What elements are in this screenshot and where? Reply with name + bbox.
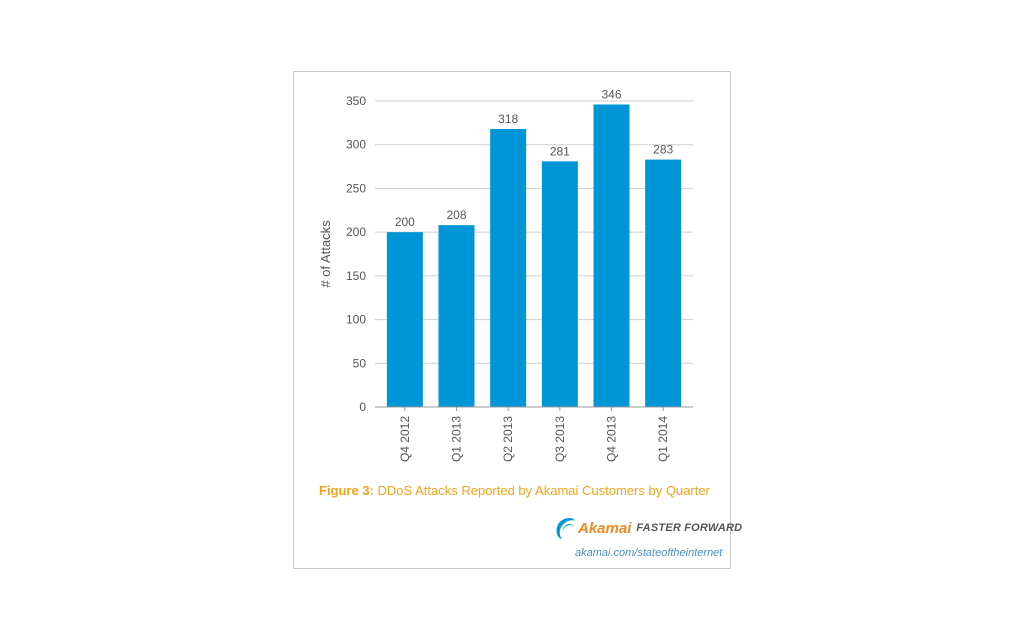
bar	[438, 225, 475, 407]
y-tick-label: 250	[346, 181, 366, 195]
figure-number: Figure 3:	[319, 483, 374, 498]
x-tick-label: Q2 2013	[501, 416, 515, 462]
bar	[386, 232, 423, 407]
x-axis-ticks: Q4 2012 Q1 2013 Q2 2013 Q3 2013 Q4 2013 Q1 20…	[398, 407, 670, 462]
data-labels: 200 208 318 281 346 283	[395, 87, 674, 229]
data-label: 208	[446, 208, 466, 222]
y-tick-label: 350	[346, 94, 366, 108]
y-tick-label: 300	[346, 138, 366, 152]
akamai-wave-icon	[556, 518, 575, 539]
source-url: akamai.com/stateoftheinternet	[575, 547, 723, 559]
gridlines	[375, 100, 693, 364]
x-tick-label: Q1 2013	[450, 416, 464, 462]
x-tick-label: Q4 2012	[398, 416, 412, 462]
data-label: 318	[498, 112, 518, 126]
bar	[645, 159, 682, 407]
figure-title: DDoS Attacks Reported by Akamai Customer…	[377, 483, 710, 498]
y-tick-label: 50	[353, 356, 367, 370]
x-tick-label: Q4 2013	[605, 416, 619, 462]
brand-name: Akamai	[578, 519, 632, 537]
x-tick-label: Q1 2014	[656, 416, 670, 462]
y-axis-label: # of Attacks	[318, 220, 333, 288]
y-tick-label: 150	[346, 269, 366, 283]
data-label: 281	[550, 144, 570, 158]
data-label: 200	[395, 215, 415, 229]
y-tick-label: 200	[346, 225, 366, 239]
x-tick-label: Q3 2013	[553, 416, 567, 462]
y-axis-ticks: 0 50 100 150 200 250 300 350	[346, 94, 366, 414]
bar	[490, 128, 527, 407]
y-tick-label: 0	[359, 400, 366, 414]
y-tick-label: 100	[346, 313, 366, 327]
data-label: 283	[653, 143, 673, 157]
brand-block: Akamai FASTER FORWARD	[554, 514, 742, 542]
figure-caption: Figure 3: DDoS Attacks Reported by Akama…	[319, 483, 710, 498]
data-label: 346	[601, 87, 621, 101]
bars	[386, 104, 682, 408]
bar	[541, 161, 578, 407]
bar	[593, 104, 630, 408]
brand-tagline: FASTER FORWARD	[636, 522, 743, 534]
